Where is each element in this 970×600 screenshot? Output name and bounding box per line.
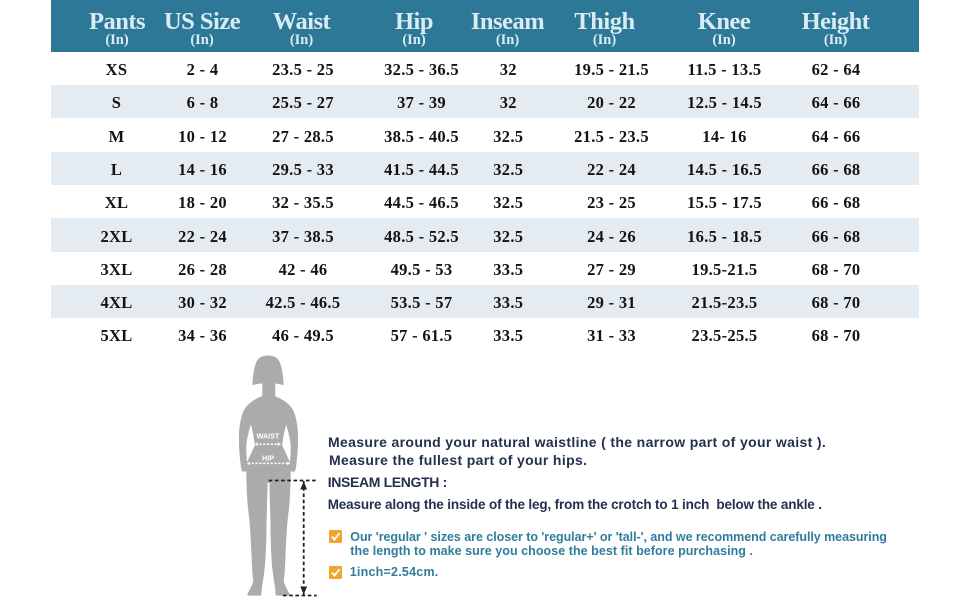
svg-text:WAIST: WAIST	[257, 432, 280, 441]
svg-text:HIP: HIP	[262, 453, 274, 462]
